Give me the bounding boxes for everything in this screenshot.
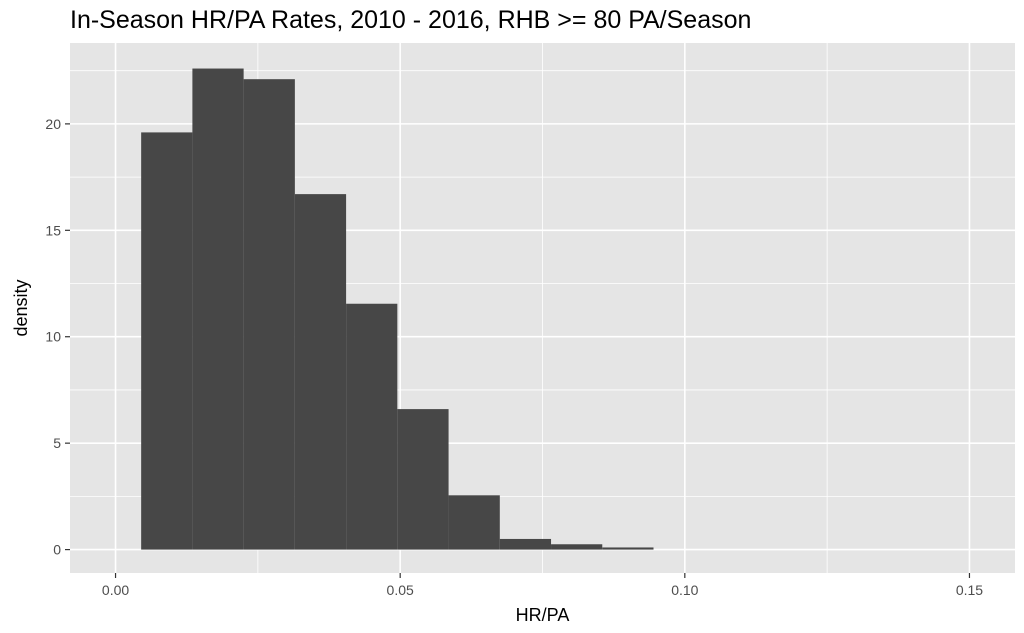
histogram-bar <box>397 409 449 550</box>
x-axis-title: HR/PA <box>516 605 570 625</box>
y-axis-title: density <box>11 279 31 336</box>
histogram-bar <box>346 303 398 550</box>
histogram-bars <box>141 68 654 550</box>
y-tick-label: 10 <box>45 329 61 345</box>
histogram-bar <box>192 68 244 550</box>
histogram-bar <box>448 495 500 550</box>
y-tick-label: 0 <box>53 542 61 558</box>
histogram-bar <box>294 194 347 550</box>
histogram-bar <box>551 544 603 550</box>
x-tick-label: 0.00 <box>102 582 129 598</box>
y-axis: 0 5 10 15 20 <box>45 116 70 558</box>
histogram-bar <box>243 79 295 550</box>
histogram-bar <box>141 132 193 550</box>
histogram-bar <box>602 547 654 550</box>
histogram-bar <box>499 538 552 550</box>
x-axis: 0.00 0.05 0.10 0.15 <box>102 573 983 598</box>
y-tick-label: 5 <box>53 435 61 451</box>
x-tick-label: 0.15 <box>956 582 983 598</box>
chart-title: In-Season HR/PA Rates, 2010 - 2016, RHB … <box>70 6 752 34</box>
x-tick-label: 0.10 <box>671 582 698 598</box>
x-tick-label: 0.05 <box>387 582 414 598</box>
y-tick-label: 20 <box>45 116 61 132</box>
y-tick-label: 15 <box>45 222 61 238</box>
